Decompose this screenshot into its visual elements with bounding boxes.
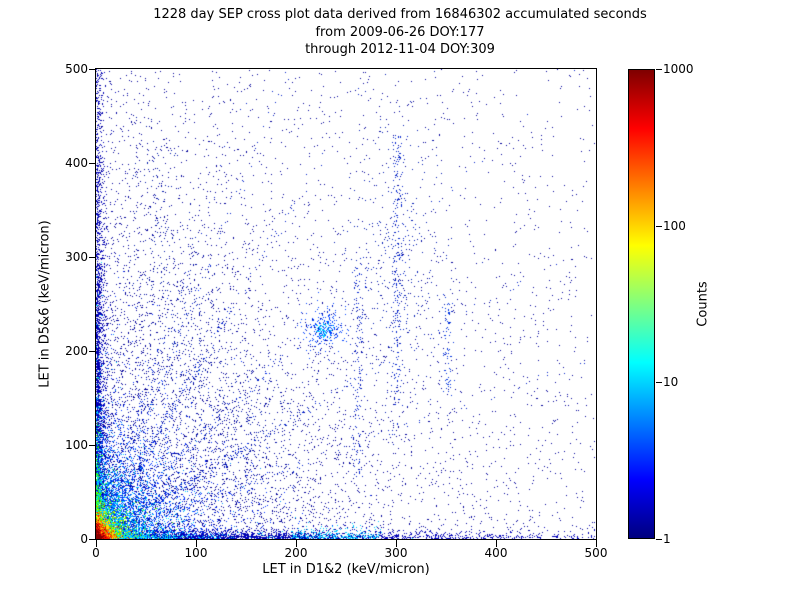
plot-area — [95, 68, 597, 540]
colorbar — [628, 69, 655, 539]
y-tick-label: 400 — [65, 156, 88, 170]
x-tick-mark — [296, 540, 297, 547]
x-tick-label: 300 — [384, 546, 408, 560]
x-tick-label: 100 — [184, 546, 208, 560]
title-line-3: through 2012-11-04 DOY:309 — [305, 42, 495, 57]
y-tick-mark — [89, 351, 96, 352]
colorbar-tick-label: 1 — [663, 532, 671, 546]
x-tick-mark — [596, 540, 597, 547]
chart-title: 1228 day SEP cross plot data derived fro… — [0, 6, 800, 59]
y-tick-label: 200 — [65, 344, 88, 358]
x-tick-mark — [496, 540, 497, 547]
y-tick-mark — [89, 69, 96, 70]
y-tick-label: 300 — [65, 250, 88, 264]
x-tick-mark — [396, 540, 397, 547]
colorbar-label: Counts — [695, 281, 711, 327]
x-axis-label: LET in D1&2 (keV/micron) — [262, 562, 430, 577]
colorbar-tick-mark — [656, 226, 662, 227]
colorbar-tick-label: 10 — [663, 375, 679, 389]
title-line-1: 1228 day SEP cross plot data derived fro… — [153, 7, 647, 22]
x-tick-label: 200 — [284, 546, 308, 560]
colorbar-tick-label: 100 — [663, 219, 686, 233]
y-tick-mark — [89, 163, 96, 164]
colorbar-tick-label: 1000 — [663, 62, 694, 76]
colorbar-tick-mark — [656, 382, 662, 383]
y-tick-mark — [89, 445, 96, 446]
colorbar-tick-mark — [656, 69, 662, 70]
y-tick-label: 0 — [80, 532, 88, 546]
scatter-canvas — [96, 69, 596, 539]
y-tick-label: 500 — [65, 62, 88, 76]
y-axis-label: LET in D5&6 (keV/micron) — [37, 220, 53, 388]
y-tick-mark — [89, 257, 96, 258]
x-tick-label: 0 — [92, 546, 100, 560]
y-tick-mark — [89, 539, 96, 540]
x-tick-mark — [96, 540, 97, 547]
x-tick-label: 400 — [484, 546, 508, 560]
x-tick-label: 500 — [584, 546, 608, 560]
x-tick-mark — [196, 540, 197, 547]
title-line-2: from 2009-06-26 DOY:177 — [315, 24, 485, 40]
y-tick-label: 100 — [65, 438, 88, 452]
colorbar-tick-mark — [656, 539, 662, 540]
